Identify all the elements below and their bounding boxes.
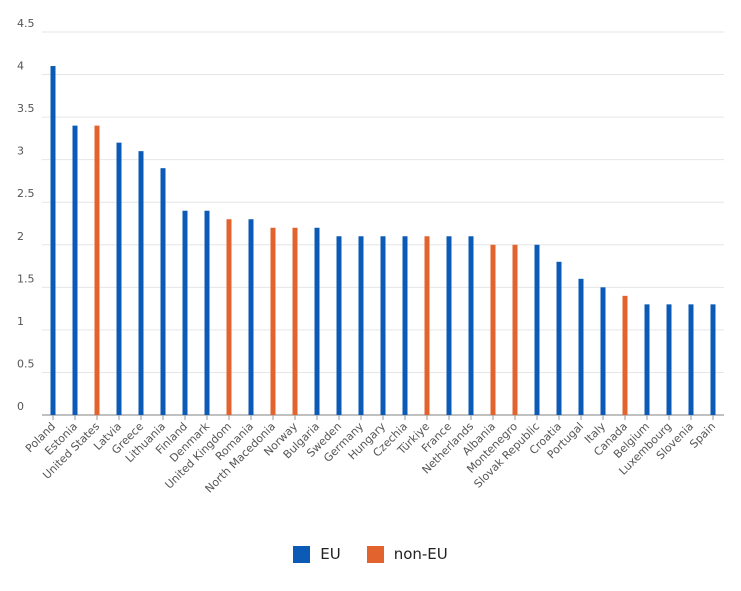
y-tick-label: 3 xyxy=(17,145,24,158)
legend-item-non-eu[interactable]: non-EU xyxy=(366,545,448,563)
y-tick-label: 4 xyxy=(17,60,24,73)
bar-italy[interactable] xyxy=(600,287,606,415)
bar-finland[interactable] xyxy=(182,210,188,415)
bar-north-macedonia[interactable] xyxy=(270,227,276,415)
bar-portugal[interactable] xyxy=(578,278,584,415)
bar-belgium[interactable] xyxy=(644,304,650,415)
bar-bulgaria[interactable] xyxy=(314,227,320,415)
bar-montenegro[interactable] xyxy=(512,244,518,415)
bar-lithuania[interactable] xyxy=(160,168,166,415)
bar-hungary[interactable] xyxy=(380,236,386,415)
legend-swatch-eu xyxy=(293,545,311,563)
y-tick-label: 2 xyxy=(17,230,24,243)
bar-poland[interactable] xyxy=(50,66,56,416)
bar-united-states[interactable] xyxy=(94,125,100,415)
bar-chart: 00.511.522.533.544.5PolandEstoniaUnited … xyxy=(17,17,724,495)
bar-spain[interactable] xyxy=(710,304,716,415)
y-tick-label: 1 xyxy=(17,315,24,328)
bar-t-rkiye[interactable] xyxy=(424,236,430,415)
bar-norway[interactable] xyxy=(292,227,298,415)
bar-estonia[interactable] xyxy=(72,125,78,415)
bar-germany[interactable] xyxy=(358,236,364,415)
y-tick-label: 3.5 xyxy=(17,102,35,115)
bar-luxembourg[interactable] xyxy=(666,304,672,415)
bar-slovak-republic[interactable] xyxy=(534,244,540,415)
legend-item-eu[interactable]: EU xyxy=(293,545,341,563)
chart-legend: EU non-EU xyxy=(0,545,741,563)
y-tick-label: 0.5 xyxy=(17,357,35,370)
bar-france[interactable] xyxy=(446,236,452,415)
legend-label-non-eu: non-EU xyxy=(393,545,448,563)
bar-czechia[interactable] xyxy=(402,236,408,415)
y-tick-label: 4.5 xyxy=(17,17,35,30)
legend-label-eu: EU xyxy=(320,545,341,563)
y-tick-label: 1.5 xyxy=(17,272,35,285)
bar-sweden[interactable] xyxy=(336,236,342,415)
legend-swatch-non-eu xyxy=(366,545,384,563)
bar-romania[interactable] xyxy=(248,219,254,415)
bar-croatia[interactable] xyxy=(556,261,562,415)
y-tick-label: 0 xyxy=(17,400,24,413)
bar-slovenia[interactable] xyxy=(688,304,694,415)
bar-latvia[interactable] xyxy=(116,142,122,415)
bar-albania[interactable] xyxy=(490,244,496,415)
bar-canada[interactable] xyxy=(622,295,628,415)
bar-netherlands[interactable] xyxy=(468,236,474,415)
bar-greece[interactable] xyxy=(138,151,144,415)
bar-united-kingdom[interactable] xyxy=(226,219,232,415)
bar-denmark[interactable] xyxy=(204,210,210,415)
y-tick-label: 2.5 xyxy=(17,187,35,200)
x-tick-label: Spain xyxy=(687,420,718,451)
